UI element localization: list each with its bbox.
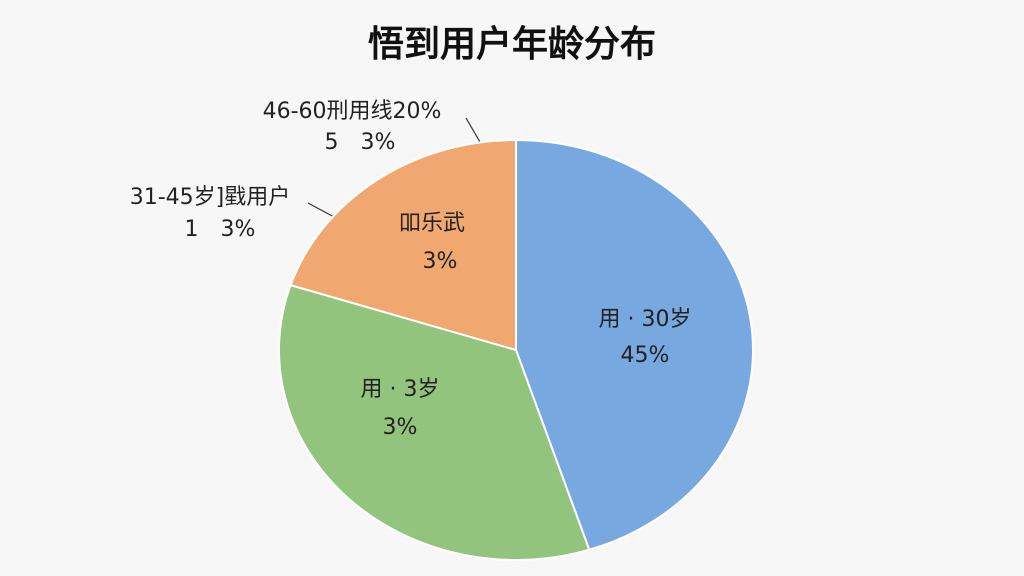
callout-text: 31-45岁]戥用户 [130, 185, 291, 210]
callout-line [465, 117, 481, 143]
callout-text: 46-60刑用线20% [263, 99, 442, 124]
pie-slice [289, 138, 517, 352]
slice-percent: 3% [423, 249, 458, 274]
callout-text: 5 3% [325, 130, 396, 155]
pie-slice [278, 283, 591, 561]
callout-line [307, 202, 337, 219]
chart-title: 悟到用户年龄分布 [368, 24, 656, 65]
slice-label: 用 · 30岁 [599, 307, 692, 332]
slice-percent: 45% [621, 343, 670, 368]
callout-text: 1 3% [185, 217, 256, 242]
slice-label: 吅乐武 [399, 211, 465, 236]
slice-label: 用 · 3岁 [361, 377, 440, 402]
pie-slice [515, 138, 754, 551]
slice-percent: 3% [383, 415, 418, 440]
